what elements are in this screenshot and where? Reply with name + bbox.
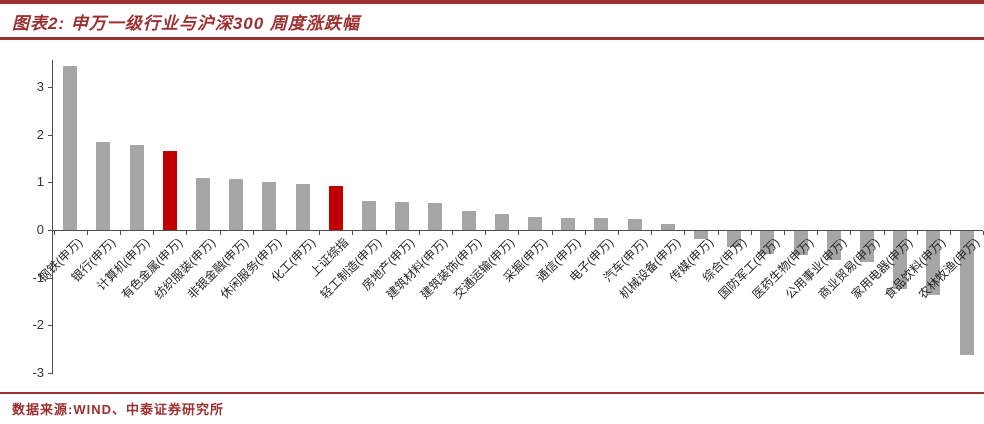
bar <box>461 210 476 230</box>
x-axis-tick <box>817 231 819 235</box>
x-axis-tick <box>717 231 719 235</box>
bar <box>129 145 144 230</box>
x-axis-tick <box>684 231 686 235</box>
y-axis-tick-label: -1 <box>32 269 44 285</box>
bar <box>229 179 244 230</box>
y-axis-tick <box>48 182 52 184</box>
x-axis-tick <box>385 231 387 235</box>
chart-title: 图表2: 申万一级行业与沪深300 周度涨跌幅 <box>12 14 360 33</box>
bar <box>262 182 277 230</box>
x-axis-tick <box>352 231 354 235</box>
bar <box>527 217 542 230</box>
x-axis-tick <box>750 231 752 235</box>
y-axis-tick <box>48 325 52 327</box>
x-axis-tick <box>119 231 121 235</box>
y-axis-tick-label: 1 <box>36 174 44 190</box>
x-axis-tick <box>319 231 321 235</box>
bar <box>859 231 874 262</box>
x-axis-tick <box>584 231 586 235</box>
x-axis-tick <box>153 231 155 235</box>
bar <box>361 201 376 230</box>
y-axis-tick <box>48 372 52 374</box>
x-axis-tick <box>916 231 918 235</box>
x-axis-tick <box>485 231 487 235</box>
bar <box>793 231 808 255</box>
y-axis-tick <box>48 230 52 231</box>
y-axis-tick-label: -3 <box>32 364 44 380</box>
x-axis-tick <box>418 231 420 235</box>
x-axis-tick <box>949 231 951 235</box>
x-axis-tick <box>186 231 188 235</box>
top-rule <box>0 0 984 4</box>
footer-rule <box>0 392 984 394</box>
x-axis-tick <box>285 231 287 235</box>
bar <box>561 217 576 230</box>
bar <box>428 202 443 230</box>
x-axis-tick <box>219 231 221 235</box>
bar <box>727 231 742 247</box>
y-axis-tick-label: 2 <box>36 126 44 142</box>
y-axis-tick <box>48 277 52 279</box>
x-axis-tick <box>551 231 553 235</box>
x-axis-tick <box>850 231 852 235</box>
bar <box>494 213 509 230</box>
title-underline-rule <box>0 37 984 40</box>
x-axis-tick <box>518 231 520 235</box>
bar <box>826 231 841 260</box>
x-axis-tick <box>252 231 254 235</box>
bar <box>893 231 908 290</box>
y-axis-line <box>52 60 53 374</box>
x-axis-tick <box>651 231 653 235</box>
x-axis-tick <box>53 231 55 235</box>
bar <box>660 223 675 230</box>
x-axis-tick <box>451 231 453 235</box>
y-axis-tick-label: -2 <box>32 317 44 333</box>
bar <box>162 151 177 230</box>
x-axis-tick <box>783 231 785 235</box>
y-axis-tick-label: 3 <box>36 79 44 95</box>
bar <box>594 218 609 230</box>
x-axis-tick <box>883 231 885 235</box>
bar <box>195 177 210 230</box>
x-axis-line <box>52 230 984 231</box>
y-axis-tick-label: 0 <box>36 222 44 237</box>
bar <box>328 186 343 230</box>
bar <box>295 183 310 230</box>
bar <box>959 231 974 355</box>
x-axis-tick <box>86 231 88 235</box>
bar <box>926 231 941 296</box>
bar <box>63 65 78 230</box>
bar <box>395 202 410 230</box>
bar <box>627 219 642 230</box>
x-axis-tick <box>617 231 619 235</box>
y-axis-tick <box>48 87 52 89</box>
bar <box>760 231 775 254</box>
data-source-text: 数据来源:WIND、中泰证券研究所 <box>12 402 224 417</box>
bar <box>96 141 111 230</box>
y-axis-tick <box>48 134 52 136</box>
bar <box>693 231 708 240</box>
